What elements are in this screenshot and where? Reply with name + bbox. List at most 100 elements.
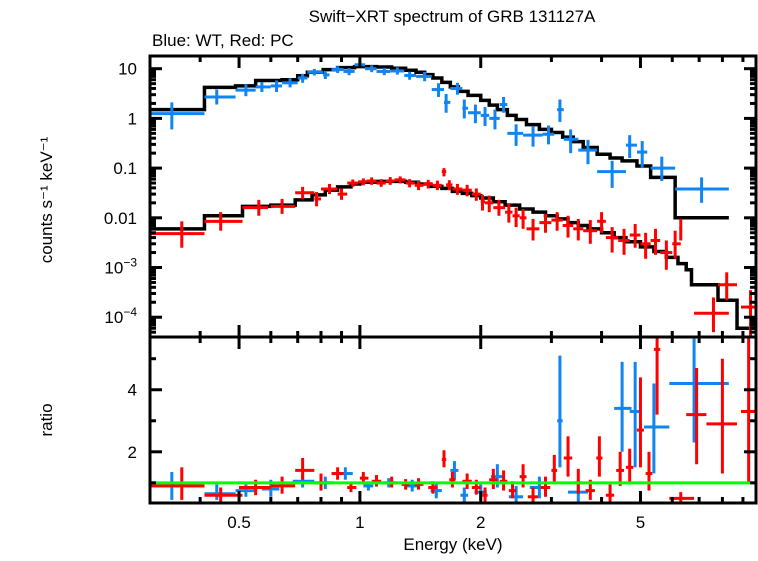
- data-point-wt: [462, 99, 469, 119]
- lower-panel-frame: [148, 335, 758, 505]
- ratio-point-pc: [270, 476, 296, 494]
- data-point-wt: [331, 66, 344, 73]
- data-point-wt: [578, 139, 598, 165]
- ratio-point-pc: [636, 377, 644, 468]
- lower-y-axis-label-text: ratio: [37, 403, 56, 436]
- ratio-point-pc: [616, 451, 625, 486]
- ratio-point-pc: [482, 487, 488, 502]
- data-point-pc: [562, 215, 574, 238]
- data-point-pc: [423, 179, 433, 189]
- data-point-wt: [468, 104, 481, 124]
- data-point-wt: [404, 71, 417, 80]
- ratio-point-pc: [401, 479, 410, 490]
- ratio-point-pc: [625, 448, 634, 485]
- data-point-pc: [358, 178, 367, 186]
- ratio-point-pc: [331, 467, 344, 480]
- model-curves: [150, 64, 756, 330]
- data-point-wt: [343, 68, 355, 76]
- data-point-pc: [242, 199, 268, 216]
- ratio-point-wt: [460, 487, 469, 503]
- upper-y-tick-labels: 10 1 0.1 0.01 10−3 10−4: [104, 60, 137, 328]
- data-point-pc: [551, 212, 563, 231]
- data-point-pc: [446, 180, 453, 191]
- data-point-pc: [376, 179, 386, 187]
- upper-y-axis-label: counts s⁻¹ keV⁻¹: [37, 136, 56, 263]
- data-point-pc: [414, 181, 424, 191]
- lower-y-tick-labels: 24: [128, 381, 137, 462]
- ratio-point-pc: [489, 468, 498, 490]
- data-point-wt: [443, 93, 451, 113]
- data-point-pc: [512, 207, 520, 228]
- data-point-pc: [204, 212, 243, 231]
- ratio-point-pc: [653, 337, 661, 415]
- ratio-point-wt: [508, 485, 524, 503]
- data-point-pc: [485, 195, 494, 213]
- data-point-wt: [150, 102, 205, 130]
- upper-panel-frame: [148, 54, 758, 339]
- data-point-wt: [282, 78, 298, 88]
- data-point-wt: [499, 96, 508, 113]
- ratio-point-pc: [645, 451, 653, 491]
- data-point-pc: [337, 188, 348, 200]
- chart-subtitle: Blue: WT, Red: PC: [152, 31, 294, 50]
- data-point-pc: [366, 177, 377, 185]
- x-tick-label: 1: [355, 513, 364, 532]
- data-point-wt: [507, 124, 524, 146]
- data-point-pc: [314, 192, 321, 207]
- data-point-wt: [563, 129, 579, 154]
- ratio-point-pc: [371, 475, 382, 487]
- y-tick-label: 0.01: [104, 209, 137, 228]
- data-point-pc: [679, 218, 683, 241]
- ratio-point-pc: [563, 436, 573, 477]
- axis-ticks: [148, 56, 756, 503]
- ratio-point-wt: [669, 337, 729, 443]
- data-point-pc: [295, 186, 315, 199]
- ratio-point-pc: [551, 454, 558, 483]
- chart-title: Swift−XRT spectrum of GRB 131127A: [309, 7, 596, 26]
- data-point-pc: [672, 230, 681, 259]
- lower-plot-area: [150, 337, 756, 503]
- upper-plot-area: [150, 61, 756, 337]
- spectrum-data-points: [150, 61, 756, 337]
- ratio-point-pc: [605, 484, 615, 503]
- data-point-pc: [618, 228, 630, 255]
- ratio-point-wt: [557, 355, 563, 468]
- x-tick-label: 5: [636, 513, 645, 532]
- data-point-wt: [636, 141, 648, 169]
- data-point-pc: [640, 232, 651, 259]
- y-tick-label: 0.1: [113, 159, 137, 178]
- data-point-wt: [235, 84, 256, 97]
- ratio-point-pc: [740, 337, 756, 483]
- data-point-pc: [347, 179, 359, 187]
- lower-y-axis-label: ratio: [37, 403, 56, 436]
- ratio-point-pc: [540, 476, 551, 497]
- data-point-wt: [542, 125, 555, 145]
- x-axis-label: Energy (keV): [403, 535, 502, 554]
- ratio-point-pc: [441, 450, 447, 468]
- data-point-pc: [270, 198, 296, 214]
- data-point-pc: [493, 199, 506, 216]
- data-point-wt: [416, 71, 432, 82]
- data-point-pc: [394, 176, 406, 184]
- data-point-wt: [431, 83, 444, 97]
- data-point-pc: [573, 218, 584, 241]
- data-point-pc: [405, 179, 415, 188]
- data-point-wt: [523, 126, 543, 147]
- data-point-pc: [717, 272, 738, 301]
- ratio-point-pc: [204, 487, 243, 502]
- ratio-point-pc: [706, 358, 738, 474]
- data-point-wt: [625, 135, 637, 158]
- ratio-point-pc: [574, 468, 583, 494]
- data-point-pc: [441, 168, 447, 177]
- data-point-wt: [376, 67, 391, 76]
- ratio-point-pc: [686, 368, 707, 465]
- ratio-point-pc: [295, 458, 315, 480]
- data-point-wt: [365, 65, 377, 73]
- data-point-pc: [385, 177, 395, 185]
- x-tick-label: 0.5: [227, 513, 251, 532]
- data-point-pc: [539, 213, 552, 233]
- x-tick-label: 2: [476, 513, 485, 532]
- data-point-pc: [505, 203, 513, 223]
- ratio-point-pc: [596, 436, 603, 477]
